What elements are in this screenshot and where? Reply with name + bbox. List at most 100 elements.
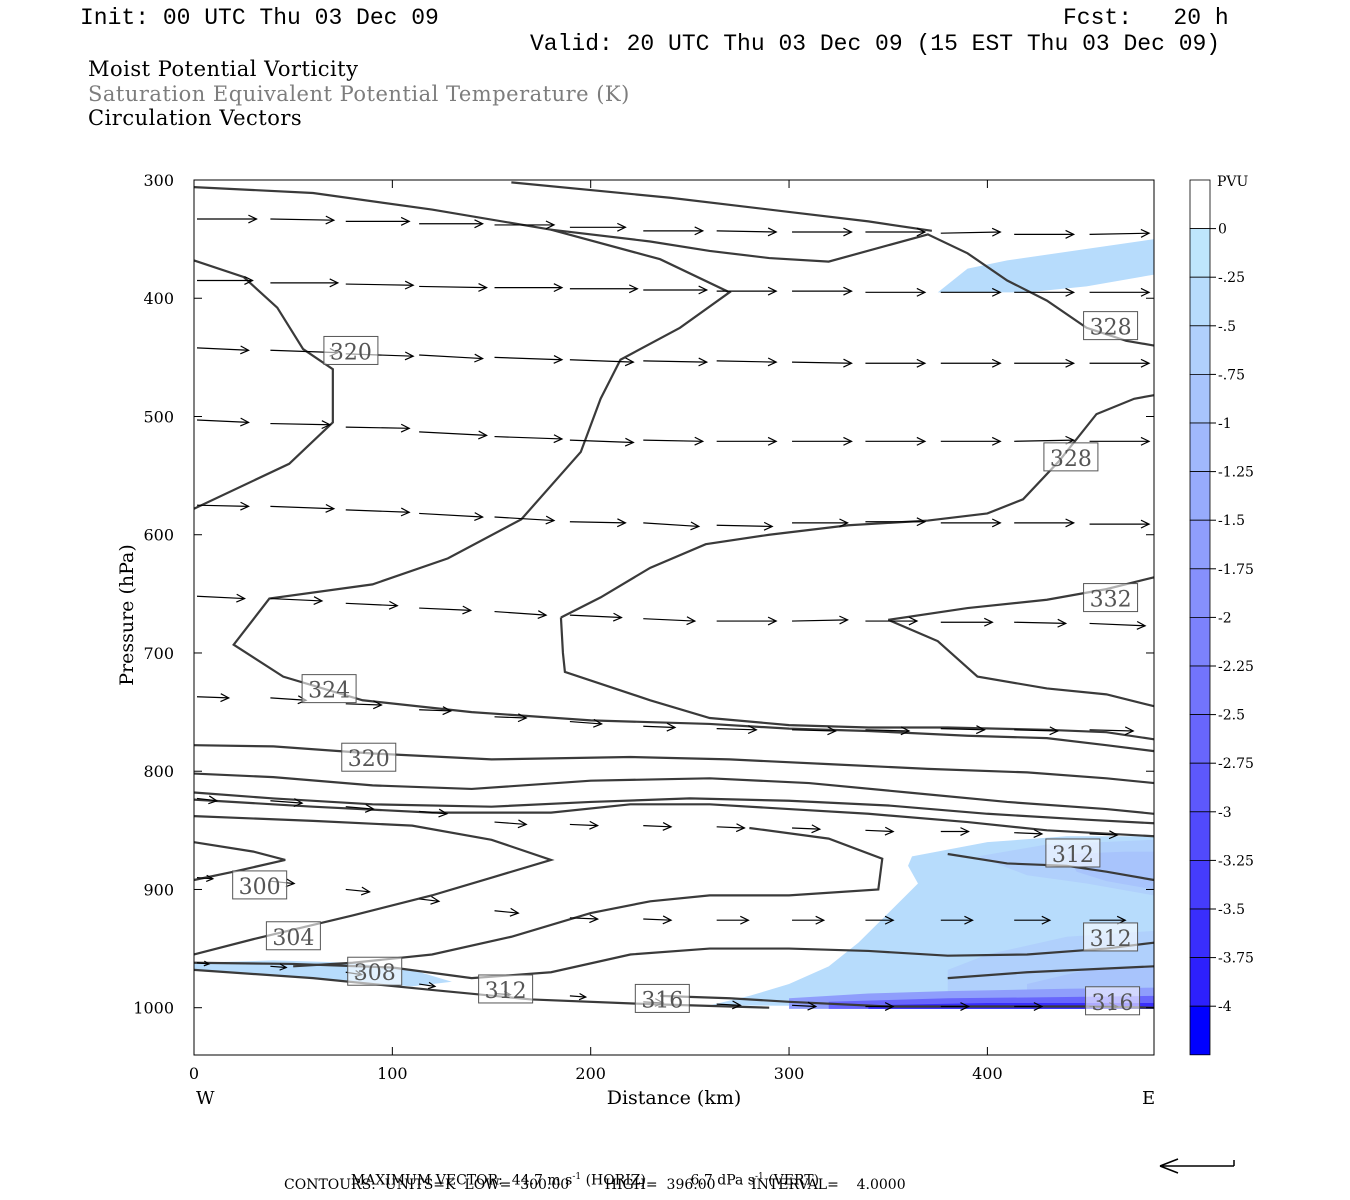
circulation-vector-72 [716, 616, 778, 626]
pv-region-0 [937, 239, 1154, 293]
contour-labels: 328 324 320 328 332 320 300 304 308 312 312 312 316 3… [232, 311, 1141, 1016]
colorbar-swatch-11 [1189, 714, 1211, 764]
circulation-vector-95 [494, 819, 528, 829]
circulation-vector-127 [940, 1002, 970, 1011]
svg-text:300: 300 [239, 875, 281, 900]
theta-es-contour-1 [511, 181, 933, 232]
x-tick-label-3: 300 [774, 1064, 805, 1083]
max-vector-label: MAXIMUM VECTOR: [350, 1172, 503, 1189]
y-tick-label-6: 900 [143, 880, 174, 899]
title-pv: Moist Potential Vorticity [88, 57, 359, 81]
circulation-vector-61 [865, 517, 927, 527]
contour-label-15: 304 [265, 921, 321, 951]
y-tick-label-1: 400 [143, 289, 174, 308]
circulation-vector-68 [419, 605, 473, 615]
circulation-vector-60 [792, 518, 849, 528]
circulation-vector-78 [196, 693, 231, 703]
circulation-vector-48 [865, 436, 927, 446]
contour-label-0: 328 [1083, 311, 1139, 341]
circulation-vector-32 [643, 357, 709, 367]
svg-text:312: 312 [485, 979, 527, 1004]
circulation-vector-52 [196, 501, 250, 511]
horiz-exp: -1 [572, 1172, 582, 1182]
circulation-vector-98 [716, 823, 746, 833]
circulation-vector-77 [1089, 620, 1147, 630]
circulation-vector-87 [865, 726, 911, 736]
colorbar-swatch-5 [1189, 422, 1211, 472]
circulation-vector-49 [940, 436, 1002, 446]
theta-es-contour-4 [560, 394, 1155, 619]
circulation-vector-9 [865, 227, 927, 237]
circulation-vector-5 [569, 222, 627, 232]
forecast-hour: Fcst: 20 h [1063, 5, 1229, 31]
contour-label-6: 332 [1083, 583, 1139, 613]
circulation-vector-42 [419, 430, 488, 440]
circulation-vector-6 [643, 226, 705, 236]
east-label: E [1142, 1088, 1155, 1109]
circulation-vector-18 [569, 284, 639, 294]
circulation-vector-41 [345, 423, 411, 433]
circulation-vector-23 [940, 287, 1002, 297]
title-theta-es: Saturation Equivalent Potential Temperat… [88, 82, 630, 106]
circulation-vector-54 [345, 507, 411, 517]
circulation-vector-3 [419, 219, 484, 229]
y-tick-label-4: 700 [143, 644, 174, 663]
circulation-vector-113 [865, 915, 895, 925]
colorbar-swatch-16 [1189, 957, 1211, 1007]
svg-text:316: 316 [641, 988, 683, 1013]
circulation-vector-4 [494, 220, 556, 230]
valid-time: Valid: 20 UTC Thu 03 Dec 09 (15 EST Thu … [530, 31, 1221, 57]
circulation-vector-8 [792, 227, 853, 237]
circulation-vector-94 [419, 808, 449, 818]
theta-es-contour-10 [193, 791, 1155, 825]
circulation-vector-67 [345, 600, 399, 610]
y-tick-label-0: 300 [143, 171, 174, 190]
circulation-vector-100 [865, 826, 895, 836]
circulation-vector-15 [345, 280, 415, 290]
circulation-vectors [196, 214, 1151, 1011]
circulation-vector-29 [419, 353, 484, 363]
reference-vector-arrow [1159, 1158, 1235, 1174]
contour-label-13: 300 [232, 870, 288, 900]
circulation-vector-112 [792, 915, 826, 925]
circulation-vector-33 [716, 357, 778, 367]
circulation-vector-71 [643, 616, 697, 626]
colorbar-swatch-14 [1189, 860, 1211, 910]
circulation-vector-1 [270, 215, 336, 225]
colorbar-label-1: -.25 [1218, 270, 1245, 286]
circulation-vector-45 [643, 436, 705, 446]
circulation-vector-38 [1089, 358, 1151, 368]
colorbar-label-10: -2.5 [1218, 708, 1245, 724]
circulation-vector-93 [345, 803, 375, 813]
circulation-vector-92 [270, 798, 304, 808]
theta-es-contour-0 [193, 185, 1155, 347]
svg-text:320: 320 [348, 747, 390, 772]
vert-exp: -1 [754, 1172, 764, 1182]
circulation-vector-118 [270, 963, 288, 971]
circulation-vector-91 [196, 795, 219, 805]
theta-es-contour-9 [193, 772, 1155, 815]
contour-label-4: 328 [1043, 442, 1099, 472]
y-tick-label-7: 1000 [133, 999, 174, 1018]
circulation-vector-62 [940, 518, 1002, 528]
circulation-vector-31 [569, 357, 635, 367]
circulation-vector-58 [643, 521, 701, 531]
colorbar-label-6: -1.5 [1218, 513, 1245, 529]
circulation-vector-43 [494, 434, 564, 444]
title-vectors: Circulation Vectors [88, 106, 303, 130]
x-tick-label-4: 400 [972, 1064, 1003, 1083]
circulation-vector-104 [196, 874, 215, 883]
colorbar-label-8: -2 [1218, 610, 1232, 626]
y-tick-label-3: 600 [143, 526, 174, 545]
svg-text:324: 324 [308, 679, 350, 704]
colorbar-swatch-3 [1189, 325, 1211, 375]
svg-text:328: 328 [1090, 316, 1132, 341]
circulation-vector-19 [643, 285, 709, 295]
circulation-vector-39 [196, 417, 250, 427]
circulation-vector-74 [865, 616, 919, 626]
circulation-vector-90 [1089, 726, 1135, 736]
pv-colorbar: 0 -.25 -.5 -.75 -1 -1.25 -1.5 -1.75 -2 -2.25 -2.5 -… [1189, 179, 1254, 1056]
circulation-vector-110 [643, 915, 673, 925]
y-axis-label: Pressure (hPa) [116, 544, 138, 686]
